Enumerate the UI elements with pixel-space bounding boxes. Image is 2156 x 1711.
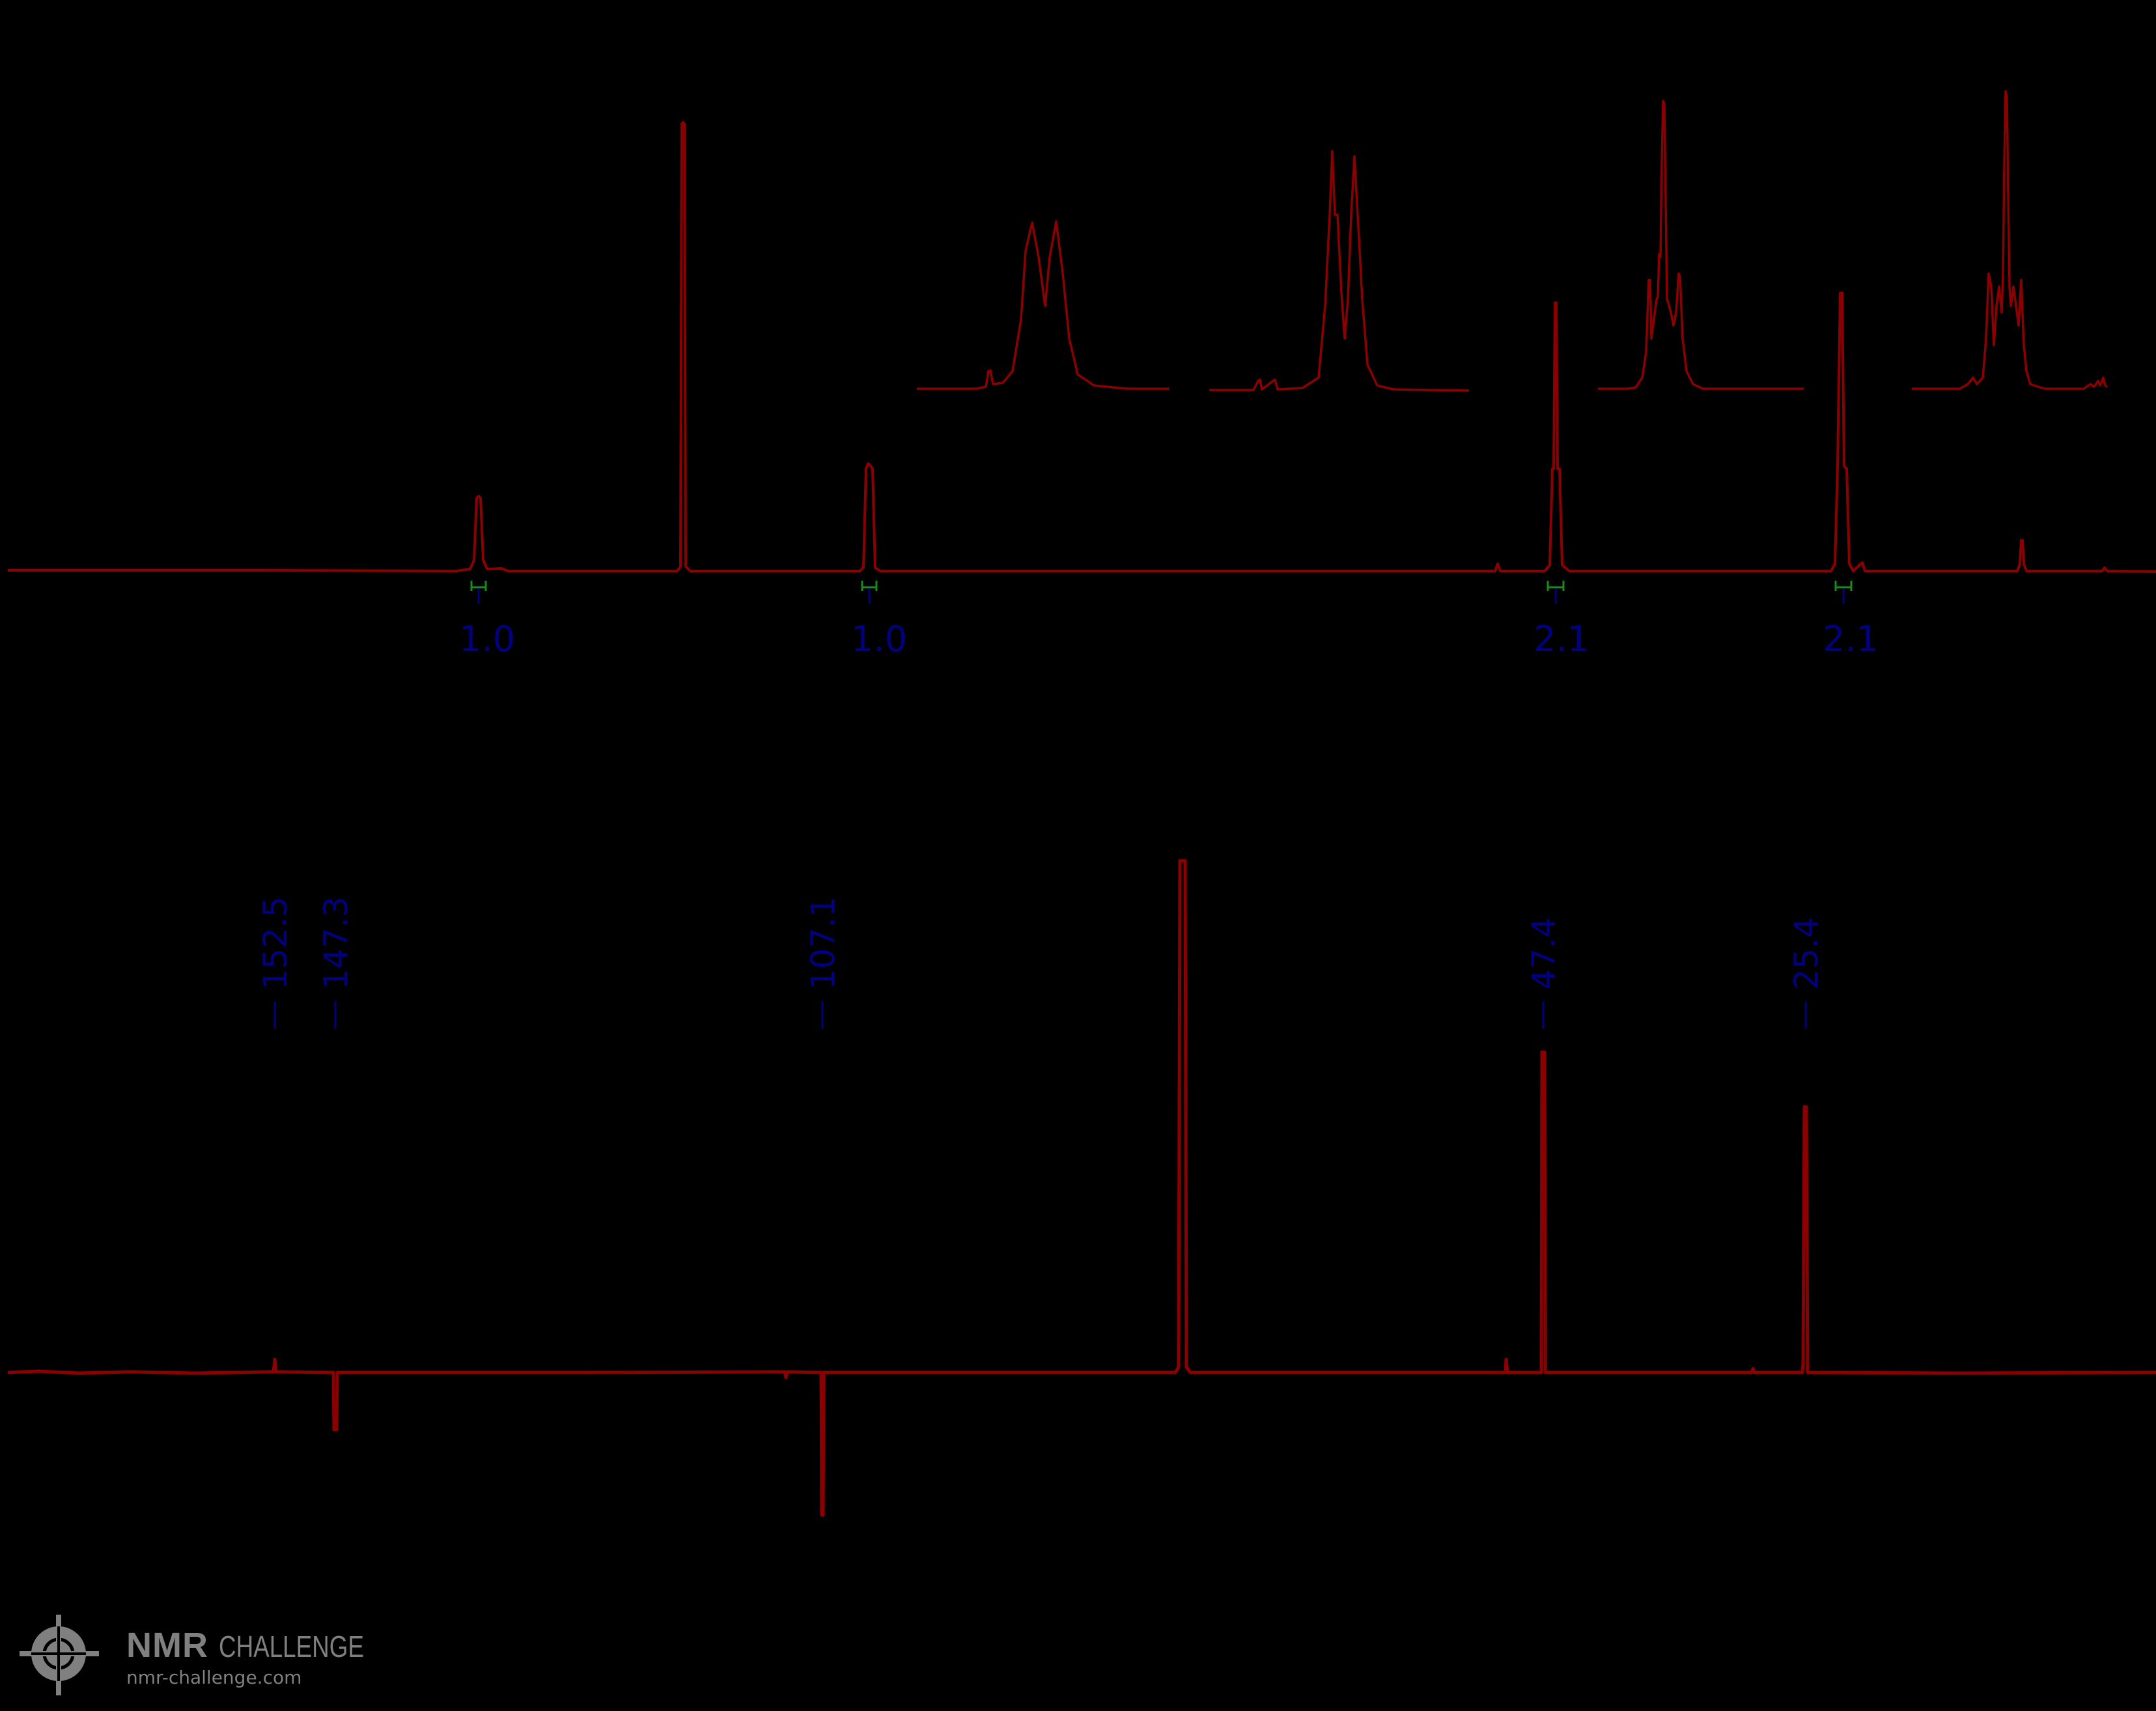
peak-label: 152.5 (257, 897, 294, 990)
crosshair-icon (20, 1615, 99, 1695)
logo-title: NMR CHALLENGE (126, 1625, 400, 1665)
peak-label: 47.4 (1525, 917, 1563, 990)
h1-inset-1 (917, 220, 1169, 390)
h1-integral-3 (1547, 581, 1565, 604)
integral-label: 2.1 (1823, 619, 1879, 660)
logo-title-bold: NMR (126, 1626, 208, 1665)
h1-trace (8, 121, 2156, 573)
h1-integral-2 (861, 581, 878, 604)
h1-inset-2 (1209, 150, 1470, 392)
peak-label: 147.3 (317, 897, 355, 990)
h1-spectrum (8, 121, 2156, 573)
logo-url: nmr-challenge.com (126, 1667, 302, 1688)
h1-integral-4 (1834, 581, 1853, 604)
c13-spectrum (7, 859, 2156, 1517)
h1-integral-1 (470, 581, 487, 604)
integral-label: 1.0 (459, 619, 515, 660)
h1-inset-4 (1912, 90, 2108, 390)
peak-label: 107.1 (804, 897, 842, 990)
logo-title-light: CHALLENGE (219, 1630, 364, 1663)
nmr-challenge-logo: NMR CHALLENGE nmr-challenge.com (12, 1608, 376, 1699)
h1-inset-3 (1598, 100, 1804, 390)
integral-label: 2.1 (1533, 619, 1589, 660)
integral-label: 1.0 (851, 619, 907, 660)
c13-baseline-trace (7, 859, 2156, 1517)
peak-label: 25.4 (1787, 917, 1825, 990)
